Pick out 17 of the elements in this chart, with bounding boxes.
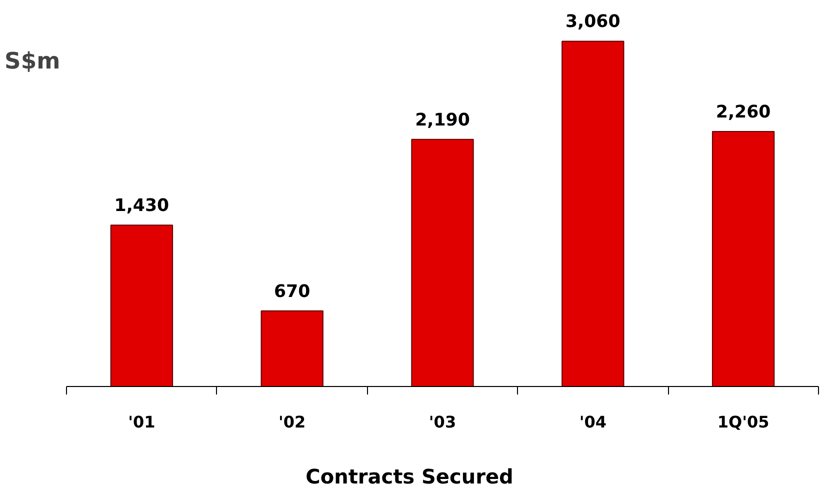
y-axis-title: S$m xyxy=(4,48,60,74)
data-label: 2,260 xyxy=(716,102,771,122)
x-tick-label: '01 xyxy=(128,412,156,432)
data-label: 2,190 xyxy=(415,110,470,130)
bar xyxy=(260,310,324,386)
data-label: 670 xyxy=(274,282,310,302)
bar xyxy=(411,138,474,386)
x-tick-label: '02 xyxy=(278,412,306,432)
data-label: 1,430 xyxy=(114,196,170,216)
x-tick-label: '03 xyxy=(428,412,456,432)
x-tick-label: '04 xyxy=(579,412,606,432)
x-axis-title: Contracts Secured xyxy=(306,464,514,488)
bar xyxy=(110,224,174,386)
data-label: 3,060 xyxy=(565,12,620,32)
bar xyxy=(712,131,775,386)
x-tick-label: 1Q'05 xyxy=(717,412,770,432)
bar xyxy=(562,40,624,386)
